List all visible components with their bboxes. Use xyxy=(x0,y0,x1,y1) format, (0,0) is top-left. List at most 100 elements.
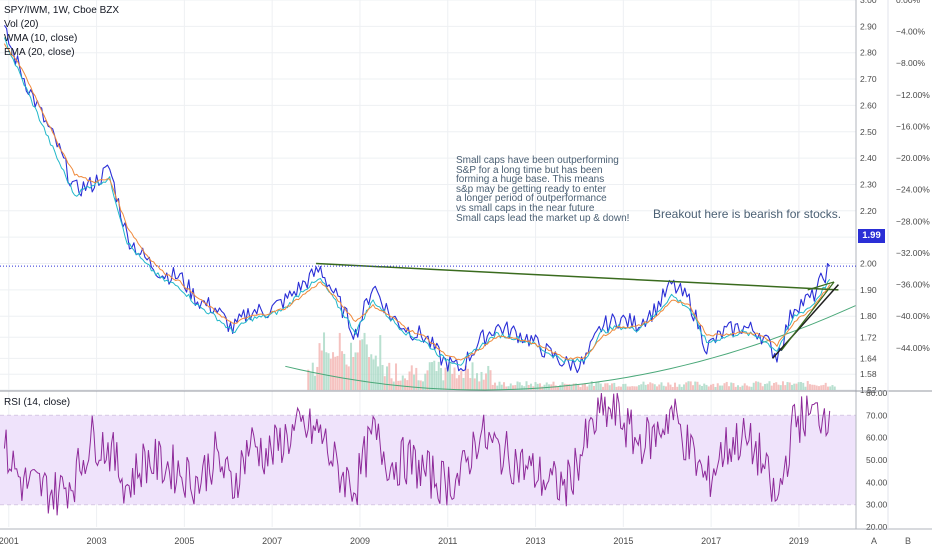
volume-bar xyxy=(770,385,773,390)
percent-tick-label: −12.00% xyxy=(896,90,930,100)
volume-bar xyxy=(703,383,706,390)
volume-bar xyxy=(669,384,672,390)
note-line: S&P for a long time but has been xyxy=(456,164,603,176)
rsi-tick-label: 70.00 xyxy=(866,410,888,420)
volume-bar xyxy=(408,371,411,390)
volume-bar xyxy=(831,385,834,390)
time-tick-label: 2017 xyxy=(701,536,721,546)
volume-bar xyxy=(500,384,503,390)
price-tick-label: 2.80 xyxy=(860,48,877,58)
volume-bar xyxy=(503,382,506,390)
resistance-trendline[interactable] xyxy=(316,262,839,291)
volume-bar xyxy=(604,383,607,390)
time-tick-label: 2005 xyxy=(174,536,194,546)
price-tick-label: 2.20 xyxy=(860,206,877,216)
volume-bar xyxy=(691,385,694,390)
volume-bar xyxy=(467,368,470,390)
volume-bar xyxy=(336,355,339,390)
volume-bar xyxy=(422,381,425,390)
price-tick-label: 2.60 xyxy=(860,100,877,110)
volume-bar xyxy=(682,384,685,390)
volume-bar xyxy=(793,383,796,390)
volume-bar xyxy=(575,383,578,390)
series-line-price xyxy=(3,24,831,374)
volume-bar xyxy=(806,381,809,390)
percent-tick-label: −28.00% xyxy=(896,216,930,226)
volume-bar xyxy=(577,384,580,390)
volume-bar xyxy=(399,380,402,390)
volume-bar xyxy=(458,375,461,390)
volume-bar xyxy=(579,386,582,390)
indicator-vol[interactable]: Vol (20) xyxy=(4,19,39,30)
volume-bar xyxy=(352,357,355,390)
volume-bar xyxy=(802,382,805,390)
volume-bar xyxy=(694,381,697,390)
volume-bar xyxy=(790,384,793,390)
percent-tick-label: −4.00% xyxy=(896,27,926,37)
volume-bar xyxy=(788,382,791,390)
volume-bar xyxy=(395,363,398,390)
volume-bar xyxy=(822,384,825,390)
volume-bar xyxy=(653,384,656,390)
volume-bar xyxy=(813,384,816,390)
price-tick-label: 2.90 xyxy=(860,21,877,31)
volume-bar xyxy=(404,378,407,390)
volume-bar xyxy=(320,350,323,390)
volume-bar xyxy=(338,332,341,390)
volume-bar xyxy=(460,370,463,390)
log-scale-button[interactable]: B xyxy=(904,536,911,546)
indicator-wma[interactable]: WMA (10, close) xyxy=(4,33,78,44)
volume-bar xyxy=(491,384,494,390)
rsi-legend[interactable]: RSI (14, close) xyxy=(4,397,71,408)
volume-bar xyxy=(350,342,353,390)
volume-bar xyxy=(640,384,643,390)
rsi-series xyxy=(3,392,831,516)
volume-bar xyxy=(658,384,661,390)
volume-bar xyxy=(449,362,452,390)
rsi-tick-label: 40.00 xyxy=(866,477,888,487)
indicator-ema[interactable]: EMA (20, close) xyxy=(4,47,75,58)
volume-bar xyxy=(464,365,467,390)
volume-bar xyxy=(649,382,652,390)
volume-bar xyxy=(748,386,751,390)
volume-bar xyxy=(833,386,836,390)
percent-tick-label: −20.00% xyxy=(896,153,930,163)
note-annotation[interactable]: Small caps have been outperforming S&P f… xyxy=(456,156,686,223)
price-tick-label: 2.70 xyxy=(860,74,877,84)
volume-bar xyxy=(433,360,436,390)
volume-bar xyxy=(410,365,413,390)
volume-bar xyxy=(680,386,683,390)
volume-bar xyxy=(494,382,497,390)
volume-bar xyxy=(566,384,569,390)
auto-scale-button[interactable]: A xyxy=(870,536,877,546)
price-tick-label: 1.52 xyxy=(860,385,877,395)
volume-bar xyxy=(619,386,622,390)
symbol-title[interactable]: SPY/IWM, 1W, Cboe BZX xyxy=(4,5,120,16)
time-tick-label: 2009 xyxy=(350,536,370,546)
rsi-tick-label: 60.00 xyxy=(866,433,888,443)
volume-bar xyxy=(476,373,479,390)
volume-bar xyxy=(586,386,589,390)
volume-bar xyxy=(356,352,359,390)
volume-bar xyxy=(572,383,575,390)
rsi-tick-label: 30.00 xyxy=(866,500,888,510)
note-line: Small caps lead the market up & down! xyxy=(456,212,630,224)
breakout-annotation[interactable]: Breakout here is bearish for stocks. xyxy=(653,207,842,221)
volume-bar xyxy=(781,381,784,390)
wedge-trendline[interactable] xyxy=(807,281,835,291)
volume-bar xyxy=(707,386,710,390)
support-trendline[interactable] xyxy=(772,284,840,359)
volume-bar xyxy=(723,383,726,390)
support-trendline-2[interactable] xyxy=(780,281,835,351)
volume-bar xyxy=(401,375,404,390)
trendlines[interactable] xyxy=(316,262,840,359)
volume-bar xyxy=(424,373,427,390)
volume-bar xyxy=(685,382,688,390)
volume-bar xyxy=(554,385,557,390)
volume-bar xyxy=(759,382,762,390)
volume-bar xyxy=(631,386,634,390)
volume-bar xyxy=(660,382,663,390)
volume-bar xyxy=(498,381,501,390)
